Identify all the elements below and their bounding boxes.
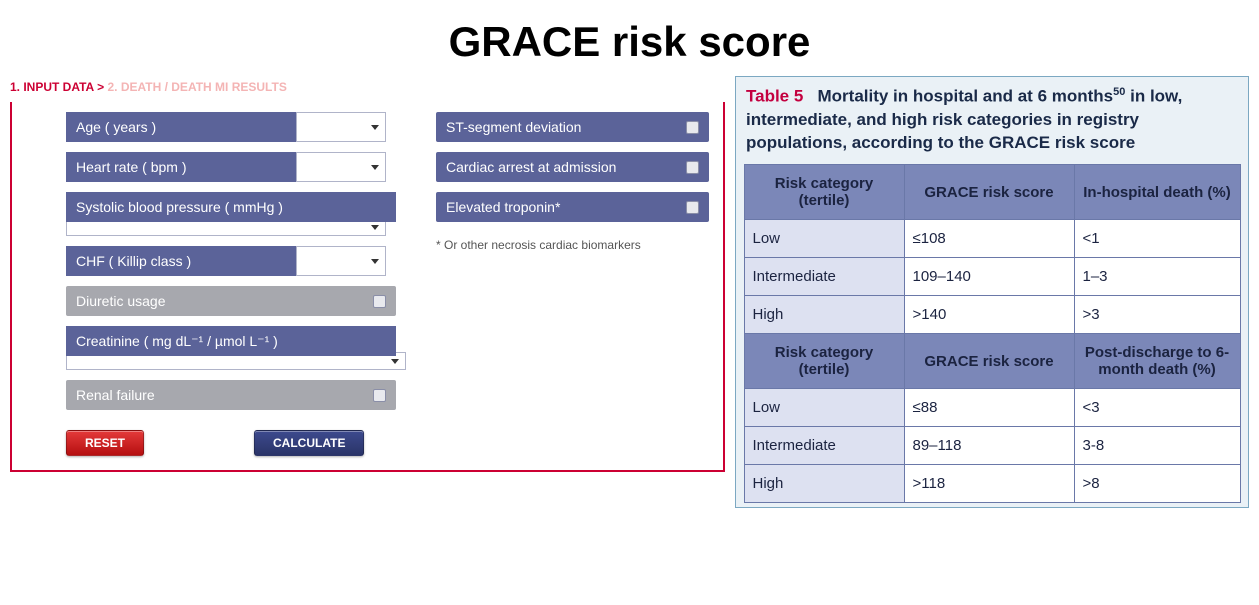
table-row: Intermediate 109–140 1–3	[744, 258, 1240, 296]
chevron-down-icon	[371, 259, 379, 264]
field-age: Age ( years )	[66, 112, 396, 142]
footnote: * Or other necrosis cardiac biomarkers	[436, 238, 709, 252]
field-st-deviation[interactable]: ST-segment deviation	[436, 112, 709, 142]
form-col1: Age ( years ) Heart rate ( bpm ) Systoli…	[66, 112, 396, 456]
reset-button[interactable]: RESET	[66, 430, 144, 456]
button-row: RESET CALCULATE	[66, 430, 396, 456]
form-area: Age ( years ) Heart rate ( bpm ) Systoli…	[10, 102, 725, 472]
table-panel: Table 5 Mortality in hospital and at 6 m…	[735, 76, 1249, 508]
field-st-deviation-checkbox[interactable]	[686, 121, 699, 134]
risk-table: Risk category (tertile) GRACE risk score…	[744, 164, 1241, 503]
breadcrumb: 1. INPUT DATA > 2. DEATH / DEATH MI RESU…	[10, 76, 725, 102]
field-age-select[interactable]	[296, 112, 386, 142]
table-caption: Table 5 Mortality in hospital and at 6 m…	[740, 81, 1244, 164]
chevron-down-icon	[391, 359, 399, 364]
table-caption-label: Table 5	[746, 87, 803, 106]
field-cardiac-arrest-label: Cardiac arrest at admission	[446, 159, 616, 175]
table-row: Low ≤88 <3	[744, 389, 1240, 427]
breadcrumb-step2[interactable]: 2. DEATH / DEATH MI RESULTS	[107, 80, 286, 94]
table-header-1: Risk category (tertile) GRACE risk score…	[744, 165, 1240, 220]
table-row: Intermediate 89–118 3-8	[744, 427, 1240, 465]
field-heart-rate-select[interactable]	[296, 152, 386, 182]
field-diuretic-checkbox	[373, 295, 386, 308]
field-creatinine-label: Creatinine ( mg dL⁻¹ / µmol L⁻¹ )	[66, 326, 396, 356]
form-col2: ST-segment deviation Cardiac arrest at a…	[436, 112, 709, 456]
field-cardiac-arrest[interactable]: Cardiac arrest at admission	[436, 152, 709, 182]
th-grace-score-2: GRACE risk score	[904, 334, 1074, 389]
chevron-down-icon	[371, 225, 379, 230]
field-renal: Renal failure	[66, 380, 396, 410]
th-grace-score: GRACE risk score	[904, 165, 1074, 220]
th-risk-category: Risk category (tertile)	[744, 165, 904, 220]
chevron-down-icon	[371, 165, 379, 170]
field-chf-select[interactable]	[296, 246, 386, 276]
field-diuretic-label: Diuretic usage	[76, 293, 166, 309]
field-diuretic: Diuretic usage	[66, 286, 396, 316]
field-sbp: Systolic blood pressure ( mmHg )	[66, 192, 396, 236]
table-caption-sup: 50	[1113, 86, 1125, 98]
field-age-label: Age ( years )	[66, 112, 296, 142]
table-row: Low ≤108 <1	[744, 220, 1240, 258]
form-panel: 1. INPUT DATA > 2. DEATH / DEATH MI RESU…	[10, 76, 725, 508]
table-caption-text-a: Mortality in hospital and at 6 months	[818, 87, 1114, 106]
page-title: GRACE risk score	[0, 0, 1259, 76]
field-heart-rate-label: Heart rate ( bpm )	[66, 152, 296, 182]
calculate-button[interactable]: CALCULATE	[254, 430, 364, 456]
field-chf-label: CHF ( Killip class )	[66, 246, 296, 276]
field-troponin[interactable]: Elevated troponin*	[436, 192, 709, 222]
field-chf: CHF ( Killip class )	[66, 246, 396, 276]
field-troponin-label: Elevated troponin*	[446, 199, 560, 215]
table-header-2: Risk category (tertile) GRACE risk score…	[744, 334, 1240, 389]
field-cardiac-arrest-checkbox[interactable]	[686, 161, 699, 174]
field-heart-rate: Heart rate ( bpm )	[66, 152, 396, 182]
field-troponin-checkbox[interactable]	[686, 201, 699, 214]
field-renal-label: Renal failure	[76, 387, 155, 403]
field-creatinine: Creatinine ( mg dL⁻¹ / µmol L⁻¹ )	[66, 326, 396, 370]
breadcrumb-step1[interactable]: 1. INPUT DATA	[10, 80, 94, 94]
field-st-deviation-label: ST-segment deviation	[446, 119, 581, 135]
table-row: High >140 >3	[744, 296, 1240, 334]
th-inhospital-death: In-hospital death (%)	[1074, 165, 1240, 220]
field-renal-checkbox	[373, 389, 386, 402]
table-row: High >118 >8	[744, 465, 1240, 503]
chevron-down-icon	[371, 125, 379, 130]
th-risk-category-2: Risk category (tertile)	[744, 334, 904, 389]
field-sbp-label: Systolic blood pressure ( mmHg )	[66, 192, 396, 222]
breadcrumb-sep: >	[97, 80, 104, 94]
content-wrap: 1. INPUT DATA > 2. DEATH / DEATH MI RESU…	[0, 76, 1259, 508]
th-postdischarge-death: Post-discharge to 6-month death (%)	[1074, 334, 1240, 389]
